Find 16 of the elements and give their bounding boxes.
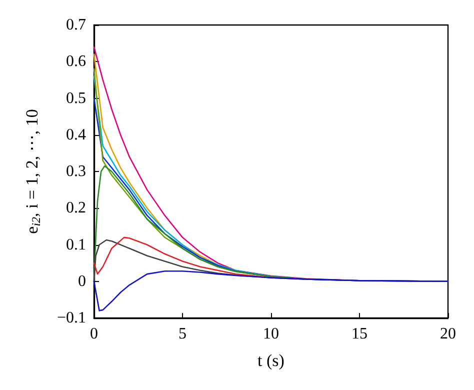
- x-tick-label: 10: [263, 326, 279, 342]
- x-tick-label: 15: [352, 326, 368, 342]
- y-axis-title: ei2, i = 1, 2, ⋯, 10: [22, 109, 43, 234]
- x-tick-label: 5: [178, 326, 186, 342]
- y-tick-label: 0: [78, 272, 86, 290]
- y-tick-label: −0.1: [56, 310, 86, 326]
- y-tick-label: 0.1: [66, 236, 86, 254]
- x-tick-label: 20: [440, 326, 456, 342]
- y-tick-label: 0.3: [66, 163, 86, 180]
- y-tick-label: 0.2: [66, 200, 86, 217]
- x-axis-title: t (s): [258, 351, 284, 370]
- x-tick-label: 0: [90, 326, 98, 342]
- y-tick-label: 0.7: [66, 16, 86, 34]
- y-tick-label: 0.5: [66, 90, 86, 107]
- y-tick-label: 0.4: [66, 126, 86, 144]
- y-tick-label: 0.6: [66, 53, 86, 70]
